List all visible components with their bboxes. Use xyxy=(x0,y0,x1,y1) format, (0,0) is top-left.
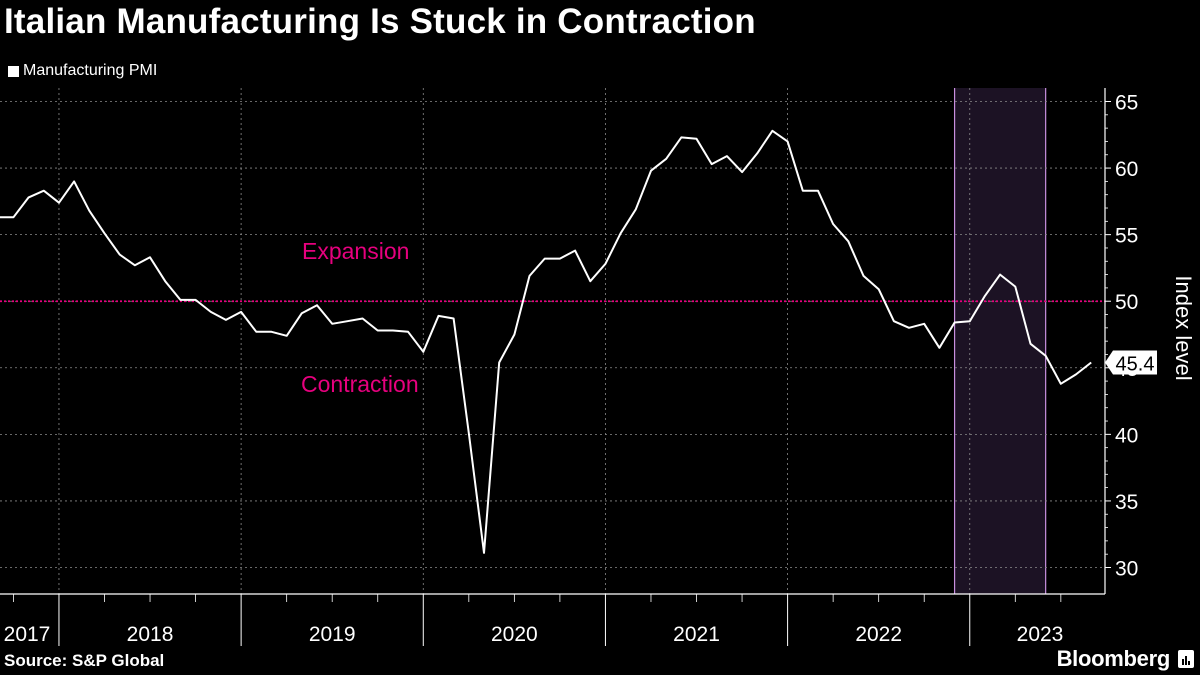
y-tick-label: 30 xyxy=(1115,558,1138,581)
chart-title: Italian Manufacturing Is Stuck in Contra… xyxy=(4,2,756,41)
legend-label: Manufacturing PMI xyxy=(23,62,158,79)
contraction-label: Contraction xyxy=(301,371,419,397)
x-year-label: 2018 xyxy=(127,623,174,646)
x-year-label: 2023 xyxy=(1017,623,1064,646)
y-tick-label: 65 xyxy=(1115,92,1138,115)
x-year-label: 2017 xyxy=(4,623,51,646)
last-value-badge xyxy=(1105,350,1157,375)
expansion-label: Expansion xyxy=(302,238,409,264)
x-year-label: 2021 xyxy=(673,623,720,646)
brand-logo: Bloomberg xyxy=(1056,646,1171,671)
x-year-label: 2019 xyxy=(309,623,356,646)
y-tick-label: 50 xyxy=(1115,291,1138,314)
last-value-callout: 45.4 xyxy=(1105,350,1157,375)
y-tick-label: 60 xyxy=(1115,158,1138,181)
legend: Manufacturing PMI xyxy=(8,62,157,80)
shaded-period xyxy=(954,88,1046,594)
y-axis-title: Index level xyxy=(1171,275,1196,380)
source-note: Source: S&P Global xyxy=(4,651,165,670)
bloomberg-badge-icon xyxy=(1178,650,1194,668)
series-line-manufacturing-pmi xyxy=(0,129,1092,554)
y-tick-label: 55 xyxy=(1115,225,1138,248)
x-year-label: 2020 xyxy=(491,623,538,646)
y-tick-label: 40 xyxy=(1115,424,1138,447)
last-value-label: 45.4 xyxy=(1116,353,1155,375)
x-year-label: 2022 xyxy=(855,623,902,646)
y-tick-label: 35 xyxy=(1115,491,1138,514)
legend-swatch xyxy=(8,65,19,77)
